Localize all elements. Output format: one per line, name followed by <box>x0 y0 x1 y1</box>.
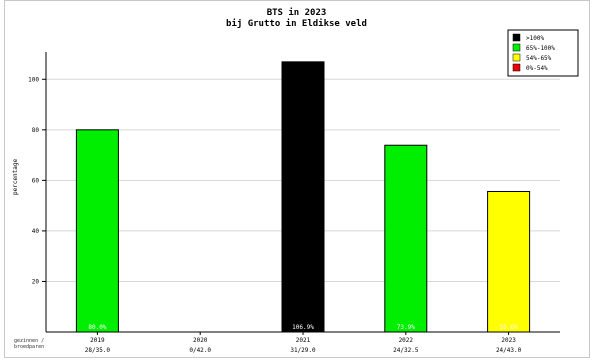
chart-title: BTS in 2023 <box>266 8 327 18</box>
bar-value-label: 73.9% <box>397 324 415 331</box>
legend-label: >100% <box>526 35 544 42</box>
sublabel-caption-line: broedparen <box>14 344 45 350</box>
x-tick-label: 2021 <box>296 337 311 344</box>
y-tick-label: 80 <box>32 127 40 134</box>
legend-label: 65%-100% <box>526 45 555 52</box>
bar <box>75 129 119 333</box>
sublabel-caption: gezinnen / broedparen <box>14 338 44 350</box>
bar-sublabel: 24/43.0 <box>496 347 522 354</box>
bar <box>281 61 325 333</box>
y-tick-label: 60 <box>32 177 40 184</box>
x-tick-label: 2023 <box>501 337 516 344</box>
bar <box>487 190 531 333</box>
chart-subtitle: bij Grutto in Eldikse veld <box>226 19 367 29</box>
bar-sublabel: 24/32.5 <box>393 347 419 354</box>
x-tick-label: 2019 <box>90 337 105 344</box>
x-tick-label: 2020 <box>193 337 208 344</box>
bar <box>384 144 428 333</box>
y-tick-label: 40 <box>32 228 40 235</box>
legend-label: 0%-54% <box>526 65 548 72</box>
bar-value-label: 55.6% <box>500 324 518 331</box>
bar-sublabel: 0/42.0 <box>189 347 211 354</box>
legend-swatch <box>512 63 521 72</box>
y-tick-label: 20 <box>32 278 40 285</box>
bar-sublabel: 31/29.0 <box>290 347 316 354</box>
bar-value-label: 80.0% <box>88 324 106 331</box>
sublabel-caption-line: gezinnen / <box>14 338 45 344</box>
y-tick-label: 100 <box>28 76 39 83</box>
legend-swatch <box>512 53 521 62</box>
legend-swatch <box>512 43 521 52</box>
x-tick-label: 2022 <box>399 337 414 344</box>
bar-value-label: 106.9% <box>292 324 314 331</box>
bar-sublabel: 28/35.0 <box>85 347 111 354</box>
legend-label: 54%-65% <box>526 55 552 62</box>
legend-swatch <box>512 33 521 42</box>
